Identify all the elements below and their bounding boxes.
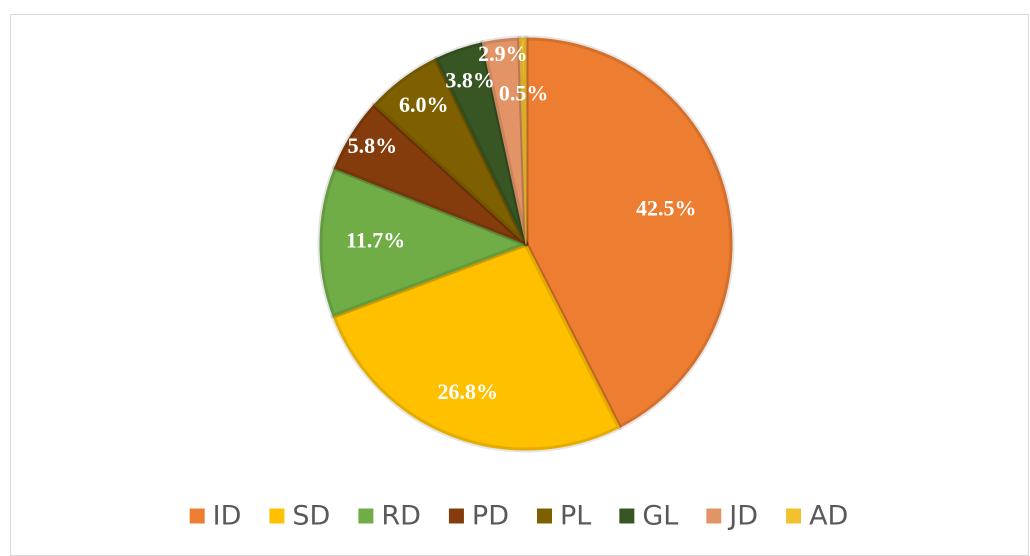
legend-swatch — [189, 508, 205, 524]
legend-label: GL — [642, 501, 678, 532]
slice-edge — [523, 35, 735, 431]
legend-swatch — [619, 508, 635, 524]
legend-swatch — [537, 508, 553, 524]
data-labels: 42.5% 26.8% 11.7% 5.8%6.0%3.8%2.9% 0.5% — [346, 41, 696, 404]
legend-swatch — [358, 508, 374, 524]
pie — [317, 35, 735, 453]
legend-swatch — [448, 508, 464, 524]
legend-label: SD — [292, 501, 330, 532]
data-label: 42.5% — [636, 195, 697, 220]
data-label: 11.7% — [346, 228, 405, 253]
slice-edge — [317, 165, 529, 319]
legend-label: PD — [472, 501, 509, 532]
slice-edge — [330, 241, 623, 453]
data-label: 6.0% — [399, 92, 449, 117]
pie-slice — [319, 167, 528, 317]
data-label: 2.9% — [478, 41, 528, 66]
pie-slice — [519, 37, 527, 245]
pie-slice — [332, 243, 621, 451]
data-label: 3.8% — [445, 67, 495, 92]
legend-label: RD — [381, 501, 421, 532]
legend-label: JD — [727, 501, 758, 532]
legend-label: PL — [560, 501, 591, 532]
data-label: 0.5% — [499, 81, 549, 106]
legend: ID SD RD PD PL GL JD AD — [189, 501, 848, 532]
legend-label: AD — [809, 501, 848, 532]
slice-edge — [517, 35, 529, 247]
legend-swatch — [786, 508, 802, 524]
data-label: 26.8% — [438, 379, 499, 404]
data-label: 5.8% — [348, 133, 398, 158]
legend-label: ID — [213, 501, 242, 532]
pie-slice — [525, 37, 733, 429]
legend-swatch — [706, 508, 722, 524]
legend-swatch — [269, 508, 285, 524]
